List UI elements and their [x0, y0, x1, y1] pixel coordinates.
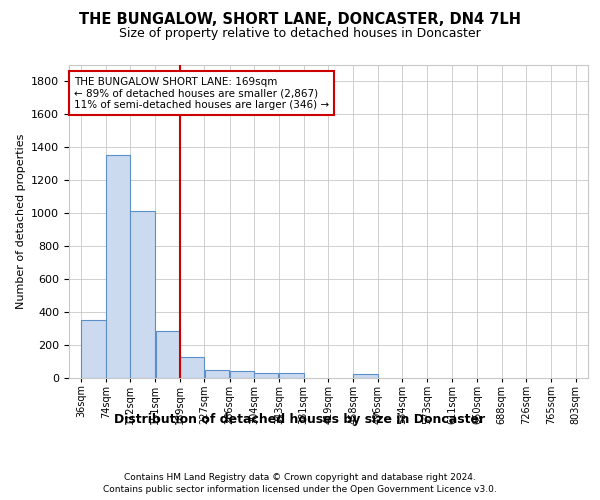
- Bar: [205, 370, 229, 378]
- Text: THE BUNGALOW SHORT LANE: 169sqm
← 89% of detached houses are smaller (2,867)
11%: THE BUNGALOW SHORT LANE: 169sqm ← 89% of…: [74, 76, 329, 110]
- Text: Size of property relative to detached houses in Doncaster: Size of property relative to detached ho…: [119, 28, 481, 40]
- Text: Contains HM Land Registry data © Crown copyright and database right 2024.: Contains HM Land Registry data © Crown c…: [124, 472, 476, 482]
- Bar: [106, 156, 130, 378]
- Bar: [130, 212, 155, 378]
- Bar: [155, 330, 180, 378]
- Bar: [353, 374, 377, 378]
- Bar: [82, 320, 106, 378]
- Text: Contains public sector information licensed under the Open Government Licence v3: Contains public sector information licen…: [103, 485, 497, 494]
- Bar: [180, 357, 204, 378]
- Text: THE BUNGALOW, SHORT LANE, DONCASTER, DN4 7LH: THE BUNGALOW, SHORT LANE, DONCASTER, DN4…: [79, 12, 521, 28]
- Bar: [230, 371, 254, 378]
- Text: Distribution of detached houses by size in Doncaster: Distribution of detached houses by size …: [115, 412, 485, 426]
- Bar: [254, 374, 278, 378]
- Y-axis label: Number of detached properties: Number of detached properties: [16, 134, 26, 309]
- Bar: [280, 374, 304, 378]
